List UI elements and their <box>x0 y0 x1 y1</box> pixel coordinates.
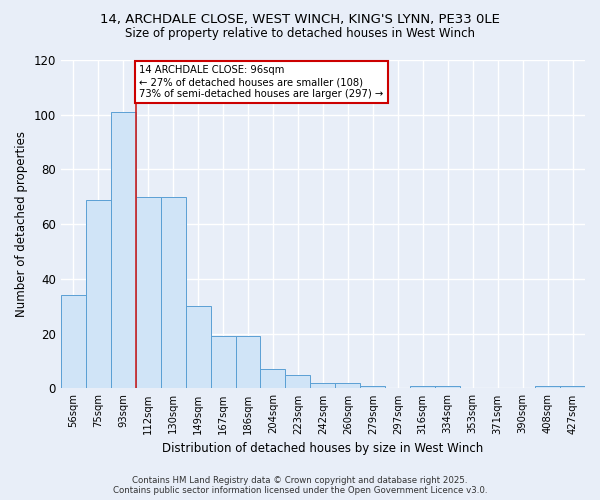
Bar <box>410 386 435 388</box>
Text: Size of property relative to detached houses in West Winch: Size of property relative to detached ho… <box>125 28 475 40</box>
Text: 14, ARCHDALE CLOSE, WEST WINCH, KING'S LYNN, PE33 0LE: 14, ARCHDALE CLOSE, WEST WINCH, KING'S L… <box>100 12 500 26</box>
Bar <box>211 336 236 388</box>
Bar <box>286 374 310 388</box>
Bar <box>310 383 335 388</box>
Bar <box>560 386 585 388</box>
Bar <box>361 386 385 388</box>
Bar <box>136 197 161 388</box>
Bar <box>86 200 111 388</box>
Bar <box>161 197 185 388</box>
Text: Contains HM Land Registry data © Crown copyright and database right 2025.
Contai: Contains HM Land Registry data © Crown c… <box>113 476 487 495</box>
Bar <box>260 370 286 388</box>
Bar <box>435 386 460 388</box>
Bar <box>236 336 260 388</box>
Y-axis label: Number of detached properties: Number of detached properties <box>15 131 28 317</box>
X-axis label: Distribution of detached houses by size in West Winch: Distribution of detached houses by size … <box>162 442 484 455</box>
Bar <box>111 112 136 388</box>
Bar <box>335 383 361 388</box>
Bar <box>185 306 211 388</box>
Bar <box>61 296 86 388</box>
Bar <box>535 386 560 388</box>
Text: 14 ARCHDALE CLOSE: 96sqm
← 27% of detached houses are smaller (108)
73% of semi-: 14 ARCHDALE CLOSE: 96sqm ← 27% of detach… <box>139 66 383 98</box>
